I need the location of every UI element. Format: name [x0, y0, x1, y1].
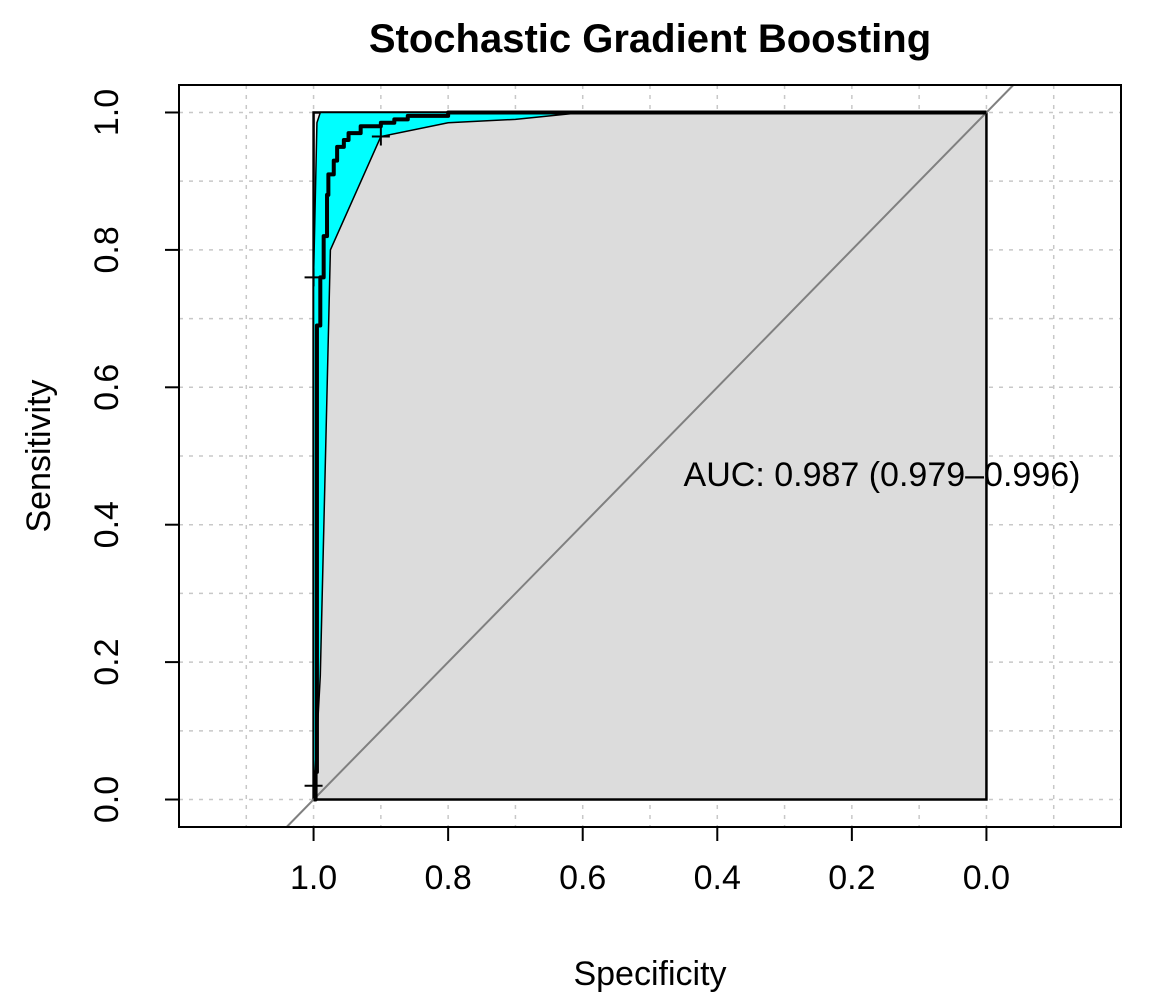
x-tick-label: 0.4	[694, 859, 741, 897]
threshold-mark	[371, 127, 390, 146]
roc-curve	[313, 110, 987, 802]
x-axis-title: Specificity	[573, 955, 726, 993]
y-tick-label: 0.0	[88, 776, 126, 823]
threshold-mark	[304, 776, 323, 795]
ticks-layer: 1.0 0.8 0.6 0.4 0.2 0.0 0.0 0.2 0.4 0.6 0.8 1.0	[88, 89, 1010, 897]
y-tick-label: 0.4	[88, 501, 126, 548]
x-tick-label: 1.0	[290, 859, 337, 897]
x-tick-label: 0.2	[828, 859, 875, 897]
confidence-band-layer	[312, 111, 987, 800]
y-tick-label: 0.8	[88, 226, 126, 273]
chance-diagonal-line	[285, 84, 1015, 828]
x-tick-label: 0.0	[963, 859, 1010, 897]
auc-annotation: AUC: 0.987 (0.979–0.996)	[684, 456, 1081, 494]
y-tick-label: 0.6	[88, 364, 126, 411]
y-tick-label: 0.2	[88, 638, 126, 685]
x-tick-label: 0.8	[425, 859, 472, 897]
plot-frame	[178, 84, 1122, 828]
lines-layer	[285, 84, 1015, 828]
chart-title: Stochastic Gradient Boosting	[369, 17, 931, 61]
y-axis-title: Sensitivity	[20, 379, 58, 532]
confidence-band	[312, 111, 987, 800]
y-tick-label: 1.0	[88, 89, 126, 136]
threshold-mark	[304, 268, 323, 287]
x-tick-label: 0.6	[559, 859, 606, 897]
